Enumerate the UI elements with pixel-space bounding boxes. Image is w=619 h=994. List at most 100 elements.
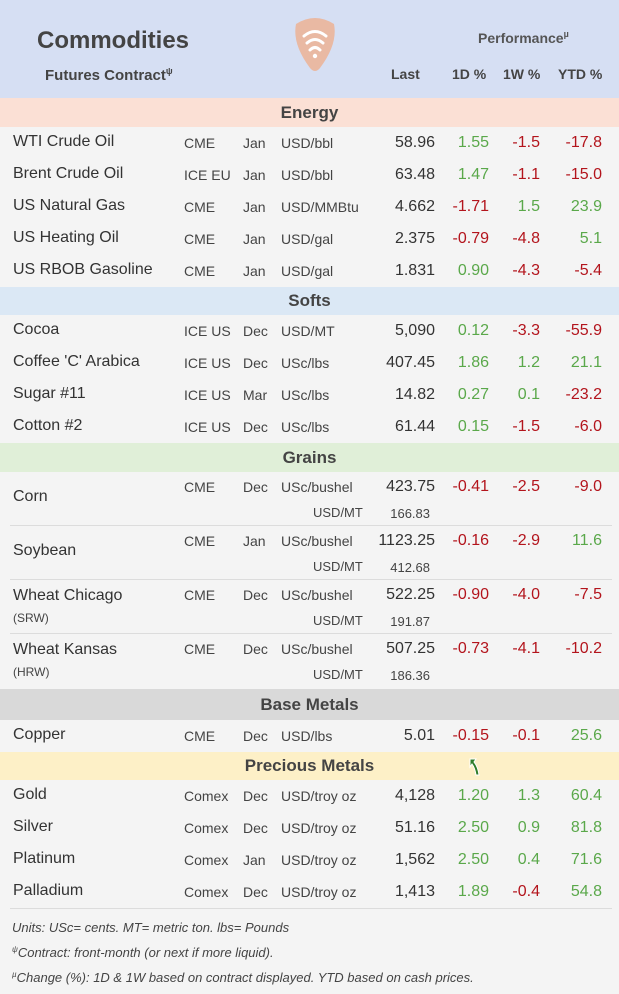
unit: USc/lbs: [281, 355, 330, 371]
last-price: 1123.25: [378, 532, 435, 549]
commodity-subname: (SRW): [13, 611, 49, 625]
unit: USc/lbs: [281, 387, 330, 403]
contract-month: Jan: [243, 231, 266, 247]
unit: USD/bbl: [281, 135, 334, 151]
commodity-name: Wheat Chicago: [13, 587, 123, 604]
change-ytd: -23.2: [565, 386, 602, 403]
last-price: 1.831: [394, 262, 435, 279]
page-title: Commodities: [37, 27, 190, 54]
unit: USD/lbs: [281, 728, 333, 744]
last-price: 63.48: [394, 166, 435, 183]
change-1w: -1.5: [512, 134, 540, 151]
section-header-softs: Softs: [0, 287, 619, 315]
change-ytd: -15.0: [565, 166, 602, 183]
table-row: Soybean CME Jan USc/bushel 1123.25 USD/MT 412.…: [0, 526, 619, 580]
contract-month: Dec: [243, 323, 268, 339]
col-1w: 1W %: [503, 66, 541, 82]
change-1d: 0.12: [457, 322, 489, 339]
commodity-name: US Natural Gas: [13, 197, 126, 214]
col-last: Last: [391, 66, 420, 82]
commodity-name: Soybean: [13, 542, 77, 559]
table-row: US Heating Oil CME Jan USD/gal 2.375 -0.79 -4.…: [0, 223, 619, 255]
change-1w: 1.2: [517, 354, 540, 371]
table-row: US Natural Gas CME Jan USD/MMBtu 4.662 -1.71 1…: [0, 191, 619, 223]
contract-month: Jan: [243, 852, 266, 868]
last-price: 1,413: [394, 883, 435, 900]
exchange: ICE US: [184, 419, 231, 435]
contract-month: Jan: [243, 199, 266, 215]
change-1w: 0.1: [517, 386, 540, 403]
exchange: Comex: [184, 820, 229, 836]
exchange: CME: [184, 533, 216, 549]
commodity-name: US Heating Oil: [13, 229, 119, 246]
unit-metric: USD/MT: [313, 613, 363, 628]
unit-metric: USD/MT: [313, 505, 363, 520]
footer-divider: [10, 908, 612, 909]
table-row: Sugar #11 ICE US Mar USc/lbs 14.82 0.27 0.1 -23…: [0, 379, 619, 411]
footnote: Units: USc= cents. MT= metric ton. lbs= …: [12, 920, 289, 935]
commodity-name: Palladium: [13, 882, 84, 899]
last-price: 61.44: [394, 418, 435, 435]
exchange: ICE EU: [184, 167, 231, 183]
change-ytd: -10.2: [565, 640, 602, 657]
unit: USD/gal: [281, 263, 334, 279]
change-1w: -1.5: [512, 418, 540, 435]
unit-metric: USD/MT: [313, 559, 363, 574]
change-1w: -0.1: [512, 727, 540, 744]
exchange: ICE US: [184, 323, 231, 339]
exchange: CME: [184, 135, 216, 151]
commodity-name: Gold: [13, 786, 47, 803]
change-1d: 2.50: [457, 819, 489, 836]
unit: USD/MT: [281, 323, 335, 339]
table-row: Brent Crude Oil ICE EU Jan USD/bbl 63.48 1.47…: [0, 159, 619, 191]
commodity-name: Wheat Kansas: [13, 641, 118, 658]
exchange: CME: [184, 263, 216, 279]
change-ytd: 23.9: [570, 198, 602, 215]
contract-month: Jan: [243, 263, 266, 279]
section-header-energy: Energy: [0, 98, 619, 127]
change-1w: -2.5: [512, 478, 540, 495]
table-row: Wheat Chicago (SRW) CME Dec USc/bushel 522.25…: [0, 580, 619, 634]
exchange: CME: [184, 231, 216, 247]
commodity-name: Sugar #11: [13, 385, 86, 402]
last-price: 2.375: [394, 230, 435, 247]
section-header-base-metals: Base Metals: [0, 689, 619, 720]
commodity-name: Brent Crude Oil: [13, 165, 124, 182]
change-1d: 0.15: [457, 418, 489, 435]
change-ytd: -17.8: [565, 134, 602, 151]
commodity-subname: (HRW): [13, 665, 50, 679]
change-1d: -0.15: [452, 727, 489, 744]
last-price: 51.16: [394, 819, 435, 836]
change-1w: 1.5: [517, 198, 540, 215]
change-1w: -0.4: [512, 883, 540, 900]
contract-month: Dec: [243, 641, 268, 657]
exchange: CME: [184, 728, 216, 744]
change-ytd: 11.6: [572, 532, 602, 549]
commodity-name: Cotton #2: [13, 417, 83, 434]
change-1d: -0.90: [452, 586, 489, 603]
last-price: 1,562: [394, 851, 435, 868]
change-1d: 0.90: [457, 262, 489, 279]
contract-month: Dec: [243, 355, 268, 371]
exchange: CME: [184, 479, 216, 495]
footnote: ψContract: front-month (or next if more …: [12, 945, 274, 960]
unit: USD/troy oz: [281, 852, 357, 868]
change-1w: -3.3: [512, 322, 540, 339]
last-price-metric: 412.68: [390, 560, 430, 575]
table-row: Corn CME Dec USc/bushel 423.75 USD/MT 166.83 -0…: [0, 472, 619, 526]
last-price: 507.25: [386, 640, 435, 657]
exchange: Comex: [184, 884, 229, 900]
change-1d: -0.73: [452, 640, 489, 657]
section-header-grains: Grains: [0, 443, 619, 472]
subtitle-text: Futures Contract: [45, 67, 166, 84]
unit: USc/bushel: [281, 641, 353, 657]
row-divider: [10, 633, 612, 634]
change-ytd: -5.4: [574, 262, 602, 279]
change-ytd: 60.4: [570, 787, 602, 804]
exchange: ICE US: [184, 355, 231, 371]
change-1w: -4.1: [512, 640, 540, 657]
change-ytd: -9.0: [574, 478, 602, 495]
exchange: CME: [184, 587, 216, 603]
unit: USc/bushel: [281, 479, 353, 495]
change-1d: -1.71: [452, 198, 489, 215]
